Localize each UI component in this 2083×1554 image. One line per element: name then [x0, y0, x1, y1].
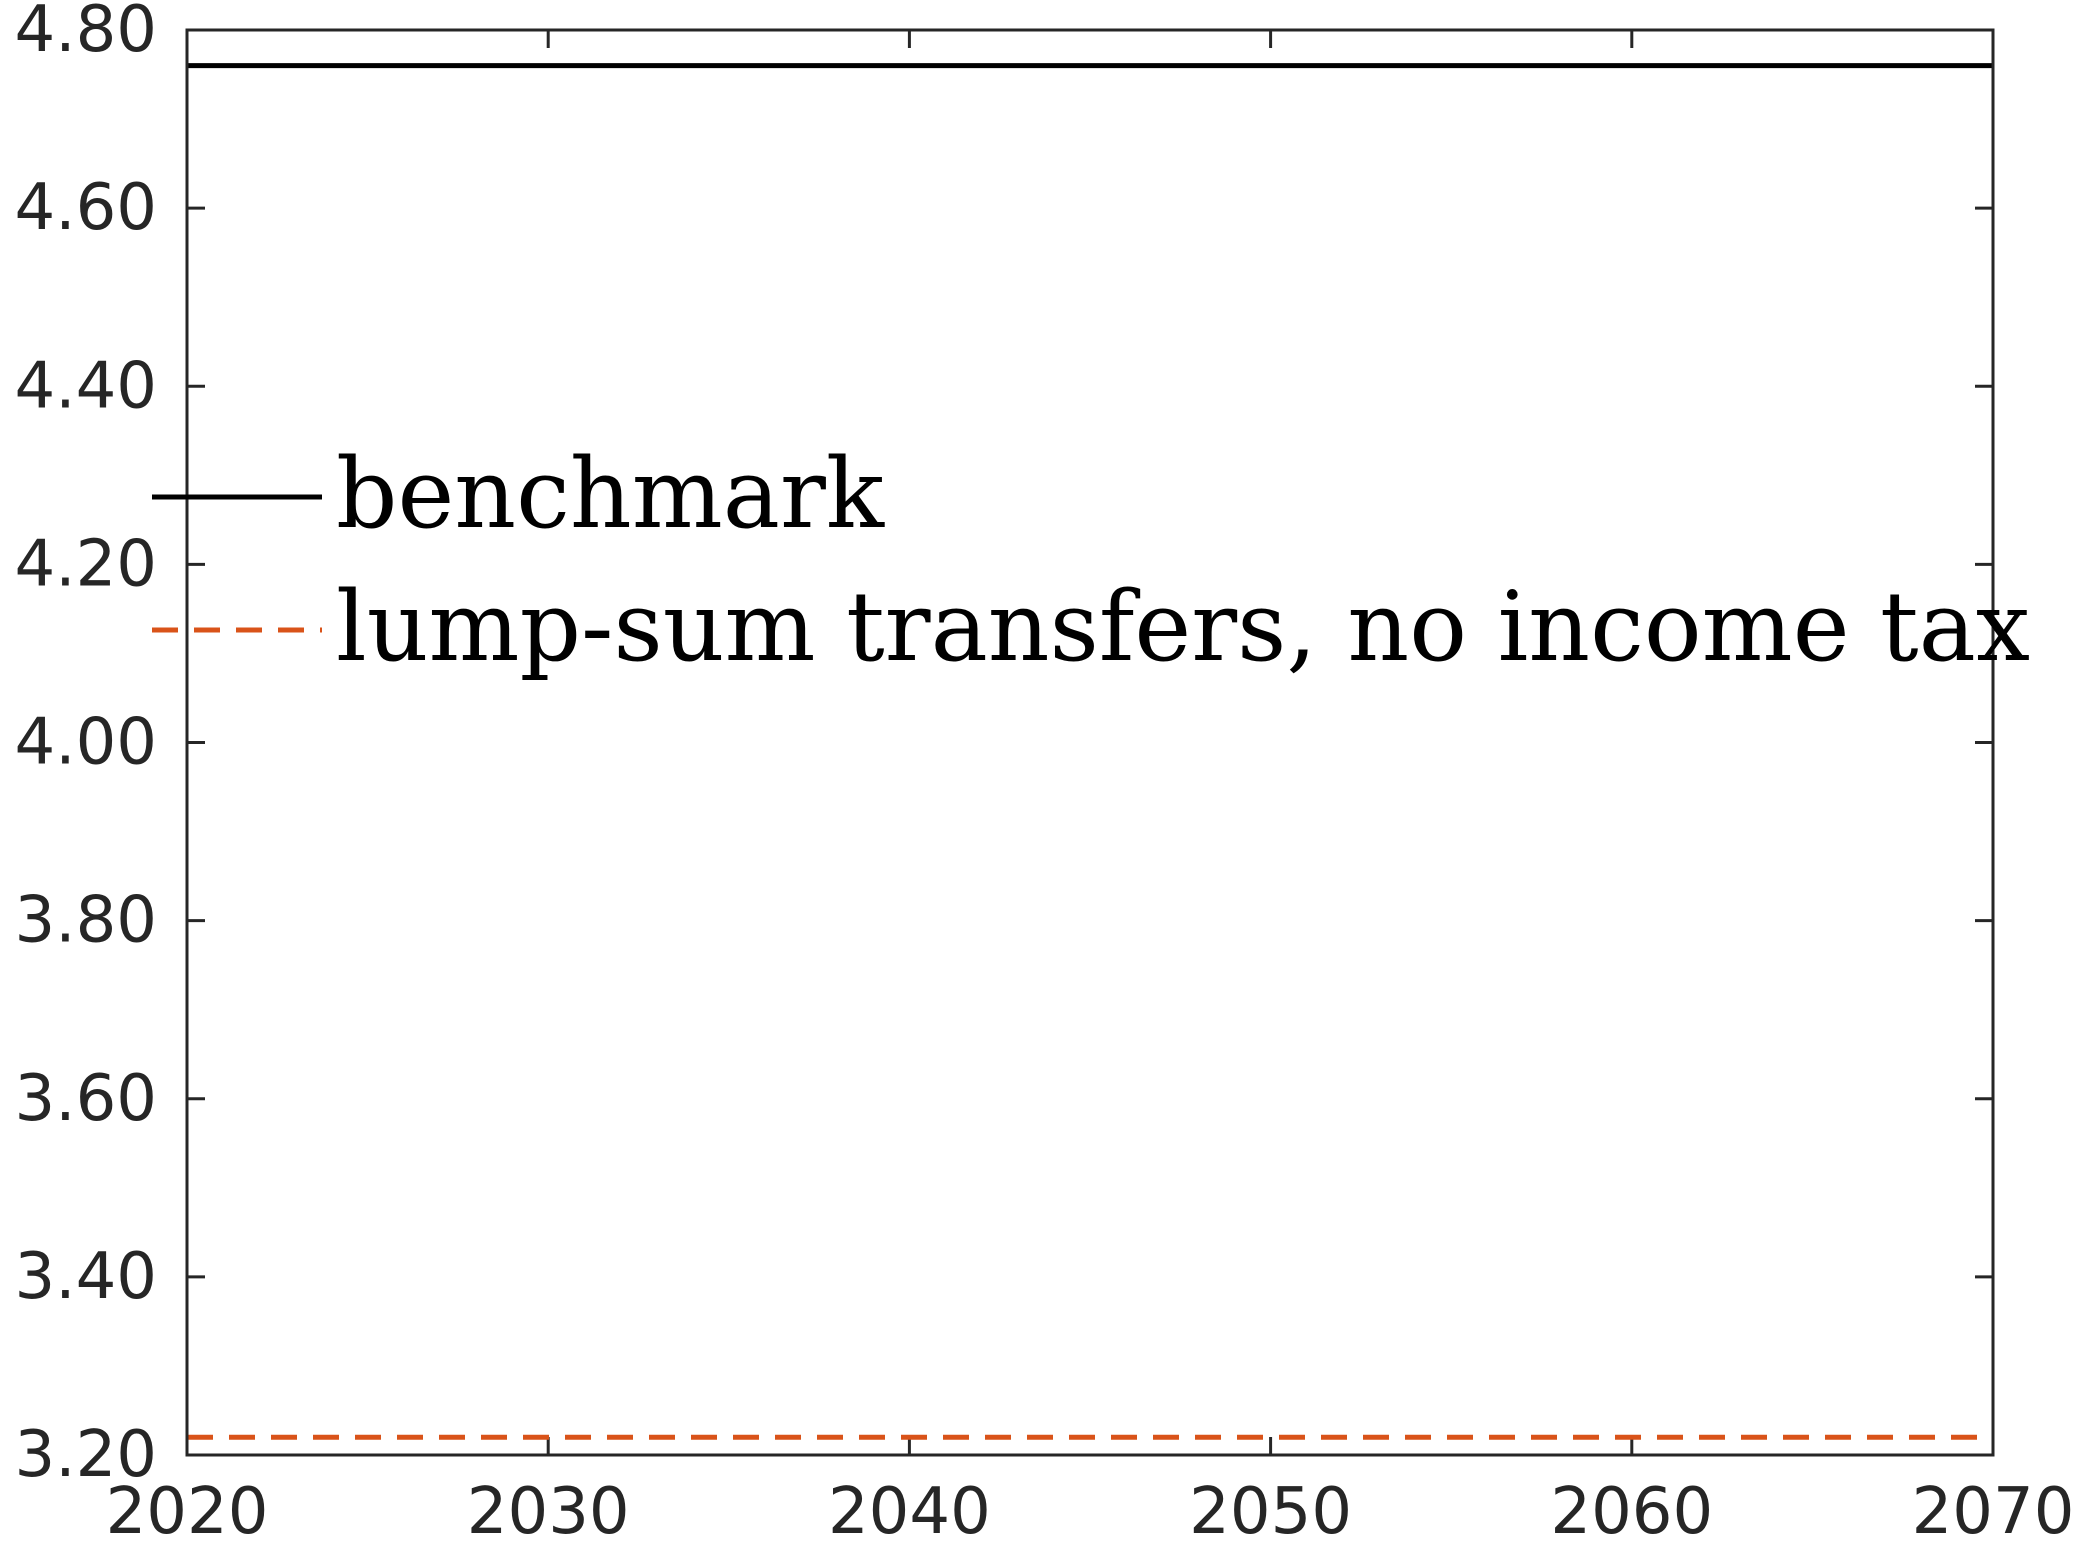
series-lines — [187, 63, 1993, 1440]
y-tick-labels: 3.20 3.40 3.60 3.80 4.00 4.20 4.40 4.60 4.80 — [15, 0, 158, 1492]
x-tick-label: 2020 — [106, 1475, 269, 1549]
y-tick-label: 3.60 — [15, 1062, 158, 1136]
y-tick-label: 3.40 — [15, 1240, 158, 1314]
y-tick-marks — [187, 28, 1993, 1457]
y-tick-label: 4.40 — [15, 349, 158, 423]
plot-frame — [185, 28, 1995, 1457]
x-tick-label: 2030 — [467, 1475, 630, 1549]
x-tick-label: 2060 — [1550, 1475, 1713, 1549]
y-tick-label: 3.20 — [15, 1418, 158, 1492]
y-tick-label: 4.80 — [15, 0, 158, 67]
y-tick-label: 4.00 — [15, 706, 158, 780]
x-tick-label: 2040 — [828, 1475, 991, 1549]
y-tick-label: 4.60 — [15, 171, 158, 245]
y-tick-label: 4.20 — [15, 527, 158, 601]
legend: benchmark lump-sum transfers, no income t… — [152, 438, 2030, 683]
legend-label-0: benchmark — [336, 438, 885, 550]
x-tick-labels: 2020 2030 2040 2050 2060 2070 — [106, 1475, 2075, 1549]
legend-label-1: lump-sum transfers, no income tax — [336, 571, 2030, 683]
x-tick-label: 2050 — [1189, 1475, 1352, 1549]
x-tick-marks — [185, 30, 1995, 1455]
y-tick-label: 3.80 — [15, 884, 158, 958]
x-tick-label: 2070 — [1912, 1475, 2075, 1549]
